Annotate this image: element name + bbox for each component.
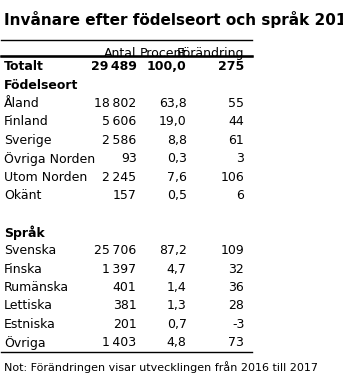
Text: 0,3: 0,3 <box>167 152 187 165</box>
Text: 1,4: 1,4 <box>167 281 187 294</box>
Text: 5 606: 5 606 <box>102 115 137 129</box>
Text: Totalt: Totalt <box>4 60 44 73</box>
Text: Språk: Språk <box>4 226 45 240</box>
Text: 2 245: 2 245 <box>103 171 137 183</box>
Text: Okänt: Okänt <box>4 189 41 202</box>
Text: 106: 106 <box>221 171 244 183</box>
Text: 93: 93 <box>121 152 137 165</box>
Text: Not: Förändringen visar utvecklingen från 2016 till 2017: Not: Förändringen visar utvecklingen frå… <box>4 361 318 373</box>
Text: 1,3: 1,3 <box>167 299 187 312</box>
Text: Lettiska: Lettiska <box>4 299 53 312</box>
Text: -3: -3 <box>232 318 244 331</box>
Text: 87,2: 87,2 <box>159 244 187 257</box>
Text: 7,6: 7,6 <box>167 171 187 183</box>
Text: 4,7: 4,7 <box>167 263 187 276</box>
Text: Födelseort: Födelseort <box>4 79 78 92</box>
Text: 0,7: 0,7 <box>167 318 187 331</box>
Text: 109: 109 <box>221 244 244 257</box>
Text: Sverige: Sverige <box>4 134 51 147</box>
Text: 32: 32 <box>228 263 244 276</box>
Text: Finska: Finska <box>4 263 43 276</box>
Text: Svenska: Svenska <box>4 244 56 257</box>
Text: 44: 44 <box>228 115 244 129</box>
Text: 19,0: 19,0 <box>159 115 187 129</box>
Text: 29 489: 29 489 <box>91 60 137 73</box>
Text: 73: 73 <box>228 336 244 349</box>
Text: Finland: Finland <box>4 115 49 129</box>
Text: 2 586: 2 586 <box>102 134 137 147</box>
Text: Övriga: Övriga <box>4 336 46 350</box>
Text: 201: 201 <box>113 318 137 331</box>
Text: 3: 3 <box>236 152 244 165</box>
Text: 36: 36 <box>228 281 244 294</box>
Text: 25 706: 25 706 <box>94 244 137 257</box>
Text: Rumänska: Rumänska <box>4 281 69 294</box>
Text: Estniska: Estniska <box>4 318 56 331</box>
Text: 6: 6 <box>236 189 244 202</box>
Text: 1 397: 1 397 <box>103 263 137 276</box>
Text: 1 403: 1 403 <box>103 336 137 349</box>
Text: Åland: Åland <box>4 97 40 110</box>
Text: 100,0: 100,0 <box>147 60 187 73</box>
Text: 157: 157 <box>113 189 137 202</box>
Text: Procent: Procent <box>139 47 187 61</box>
Text: 61: 61 <box>228 134 244 147</box>
Text: 381: 381 <box>113 299 137 312</box>
Text: Antal: Antal <box>104 47 137 61</box>
Text: 401: 401 <box>113 281 137 294</box>
Text: Förändring: Förändring <box>177 47 244 61</box>
Text: Invånare efter födelseort och språk 2017: Invånare efter födelseort och språk 2017 <box>4 11 343 27</box>
Text: 0,5: 0,5 <box>167 189 187 202</box>
Text: 4,8: 4,8 <box>167 336 187 349</box>
Text: 18 802: 18 802 <box>94 97 137 110</box>
Text: 275: 275 <box>218 60 244 73</box>
Text: Utom Norden: Utom Norden <box>4 171 87 183</box>
Text: 8,8: 8,8 <box>167 134 187 147</box>
Text: Övriga Norden: Övriga Norden <box>4 152 95 166</box>
Text: 28: 28 <box>228 299 244 312</box>
Text: 63,8: 63,8 <box>159 97 187 110</box>
Text: 55: 55 <box>228 97 244 110</box>
